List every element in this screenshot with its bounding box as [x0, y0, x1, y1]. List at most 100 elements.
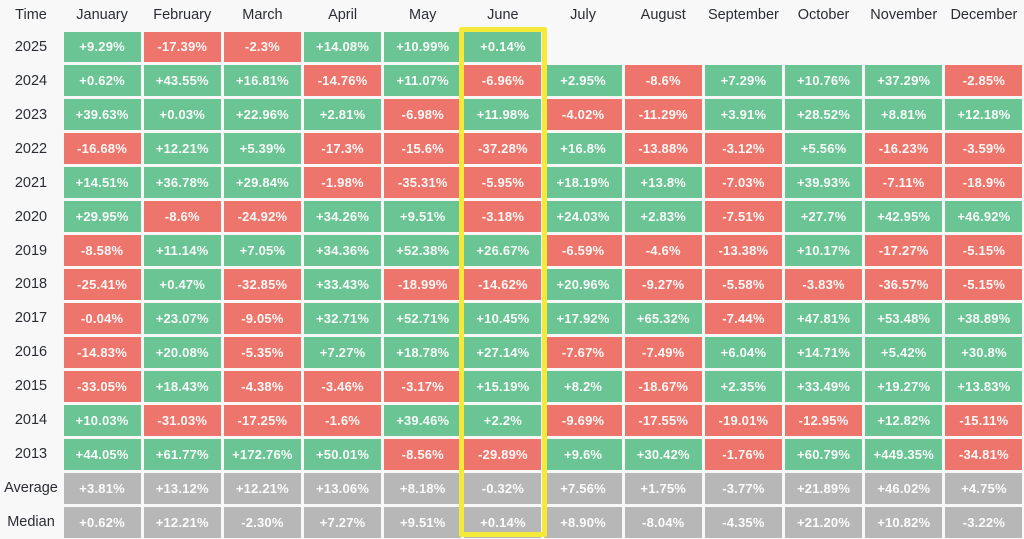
return-value: +22.96%	[223, 99, 301, 131]
return-value: -18.67%	[624, 370, 702, 402]
return-value: +29.95%	[63, 201, 141, 233]
return-value: +26.67%	[464, 235, 542, 267]
return-value: +52.38%	[384, 235, 462, 267]
return-value: +10.03%	[63, 404, 141, 436]
return-cell: +10.99%	[383, 30, 463, 64]
return-cell: -5.58%	[703, 268, 783, 302]
return-value: -6.98%	[384, 99, 462, 131]
return-cell: -4.02%	[543, 98, 623, 132]
summary-row-label: Median	[7, 514, 55, 531]
return-cell: -7.11%	[864, 166, 944, 200]
summary-cell: -8.04%	[623, 505, 703, 539]
return-value: +10.45%	[464, 302, 542, 334]
return-value: +13.83%	[945, 370, 1023, 402]
return-cell: -7.03%	[703, 166, 783, 200]
return-value: +10.17%	[784, 235, 863, 267]
year-row-label: 2017	[14, 310, 48, 327]
return-cell: -25.41%	[62, 268, 142, 302]
return-cell: +20.08%	[142, 335, 222, 369]
return-value: -1.76%	[704, 438, 782, 470]
return-value: -3.77%	[704, 472, 782, 504]
return-value: +11.98%	[464, 99, 542, 131]
return-cell: -1.76%	[703, 437, 783, 471]
return-value: -14.76%	[303, 65, 382, 97]
return-cell: -8.6%	[142, 200, 222, 234]
return-cell: -2.3%	[222, 30, 302, 64]
return-value: -1.98%	[303, 167, 382, 199]
return-cell: -18.67%	[623, 369, 703, 403]
return-cell: +14.08%	[302, 30, 382, 64]
return-value: -18.99%	[384, 269, 462, 300]
return-cell: -0.04%	[62, 301, 142, 335]
return-cell: -14.62%	[463, 268, 543, 302]
return-value: +39.93%	[784, 167, 863, 199]
return-cell: +39.63%	[62, 98, 142, 132]
return-cell: +30.8%	[944, 335, 1024, 369]
return-value: +18.78%	[384, 336, 462, 368]
return-value: +11.07%	[384, 65, 462, 97]
summary-cell: +7.56%	[543, 471, 623, 505]
return-cell: +5.56%	[783, 132, 863, 166]
return-cell: +65.32%	[623, 301, 703, 335]
return-value: +8.18%	[384, 472, 462, 504]
summary-cell: +9.51%	[383, 505, 463, 539]
return-value: +47.81%	[784, 302, 863, 334]
return-value: -3.18%	[464, 201, 542, 233]
return-value: +5.42%	[865, 336, 943, 368]
return-value: -5.15%	[945, 269, 1023, 300]
return-cell: +61.77%	[142, 437, 222, 471]
return-value: -7.51%	[704, 201, 782, 233]
month-header-august: August	[640, 7, 686, 23]
return-cell: -29.89%	[463, 437, 543, 471]
return-cell: +5.39%	[222, 132, 302, 166]
return-cell: +10.76%	[783, 64, 863, 98]
return-value: +5.39%	[223, 133, 301, 165]
return-value: -17.39%	[143, 31, 221, 63]
return-cell: +29.84%	[222, 166, 302, 200]
return-cell: +9.29%	[62, 30, 142, 64]
return-value: +34.26%	[303, 201, 382, 233]
return-cell: -17.3%	[302, 132, 382, 166]
return-cell: -14.76%	[302, 64, 382, 98]
return-value: +11.14%	[143, 235, 221, 267]
return-cell: -17.39%	[142, 30, 222, 64]
return-value: +36.78%	[143, 167, 221, 199]
return-value: +0.03%	[143, 99, 221, 131]
return-cell: -18.9%	[944, 166, 1024, 200]
return-cell: +38.89%	[944, 301, 1024, 335]
return-cell: +27.7%	[783, 200, 863, 234]
return-value: +29.84%	[223, 167, 301, 199]
return-value: -8.56%	[384, 438, 462, 470]
return-cell: +449.35%	[864, 437, 944, 471]
return-value: +8.90%	[544, 506, 622, 538]
return-cell: -3.59%	[944, 132, 1024, 166]
summary-cell: +0.62%	[62, 505, 142, 539]
return-value: -9.27%	[624, 269, 702, 300]
month-header-may: May	[409, 7, 437, 23]
return-cell: +3.91%	[703, 98, 783, 132]
return-cell: +34.36%	[302, 234, 382, 268]
return-value: +6.04%	[704, 336, 782, 368]
summary-cell: +12.21%	[222, 471, 302, 505]
summary-cell: +46.02%	[864, 471, 944, 505]
year-row-label: 2019	[14, 242, 48, 259]
return-value: +0.62%	[63, 65, 141, 97]
return-value: -5.95%	[464, 167, 542, 199]
return-cell: -17.25%	[222, 403, 302, 437]
return-cell: +37.29%	[864, 64, 944, 98]
return-value: -3.22%	[945, 506, 1023, 538]
return-cell: -5.15%	[944, 268, 1024, 302]
return-value: -5.58%	[704, 269, 782, 300]
return-cell: +11.07%	[383, 64, 463, 98]
return-cell: -13.38%	[703, 234, 783, 268]
return-value: -4.6%	[624, 235, 702, 267]
return-value: +12.21%	[143, 133, 221, 165]
return-cell: -11.29%	[623, 98, 703, 132]
summary-cell: +3.81%	[62, 471, 142, 505]
return-cell: +18.19%	[543, 166, 623, 200]
return-cell: +10.45%	[463, 301, 543, 335]
return-cell: +34.26%	[302, 200, 382, 234]
return-value: -17.25%	[223, 404, 301, 436]
return-cell: +16.8%	[543, 132, 623, 166]
return-cell: +39.93%	[783, 166, 863, 200]
